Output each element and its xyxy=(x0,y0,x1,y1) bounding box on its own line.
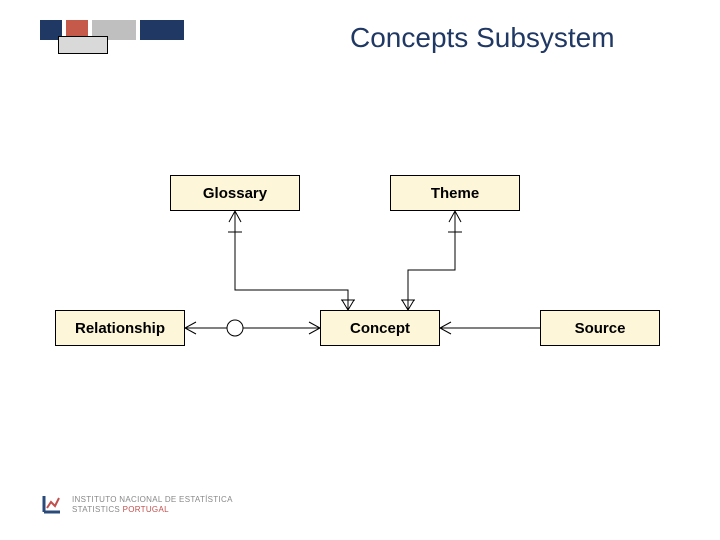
logo-square xyxy=(140,20,184,40)
ine-logo-icon xyxy=(40,492,66,518)
footer-text: INSTITUTO NACIONAL DE ESTATÍSTICA STATIS… xyxy=(72,495,233,515)
entity-label: Glossary xyxy=(203,185,267,202)
footer-logo: INSTITUTO NACIONAL DE ESTATÍSTICA STATIS… xyxy=(40,492,233,518)
footer-line1: INSTITUTO NACIONAL DE ESTATÍSTICA xyxy=(72,495,233,505)
entity-concept: Concept xyxy=(320,310,440,346)
entity-glossary: Glossary xyxy=(170,175,300,211)
entity-label: Relationship xyxy=(75,320,165,337)
logo-square-outline xyxy=(58,36,108,54)
page-title: Concepts Subsystem xyxy=(350,22,615,54)
connectors-svg xyxy=(0,0,720,540)
entity-label: Concept xyxy=(350,320,410,337)
entity-label: Source xyxy=(575,320,626,337)
footer-line2: STATISTICS PORTUGAL xyxy=(72,505,233,515)
entity-relationship: Relationship xyxy=(55,310,185,346)
entity-label: Theme xyxy=(431,185,479,202)
entity-source: Source xyxy=(540,310,660,346)
entity-theme: Theme xyxy=(390,175,520,211)
